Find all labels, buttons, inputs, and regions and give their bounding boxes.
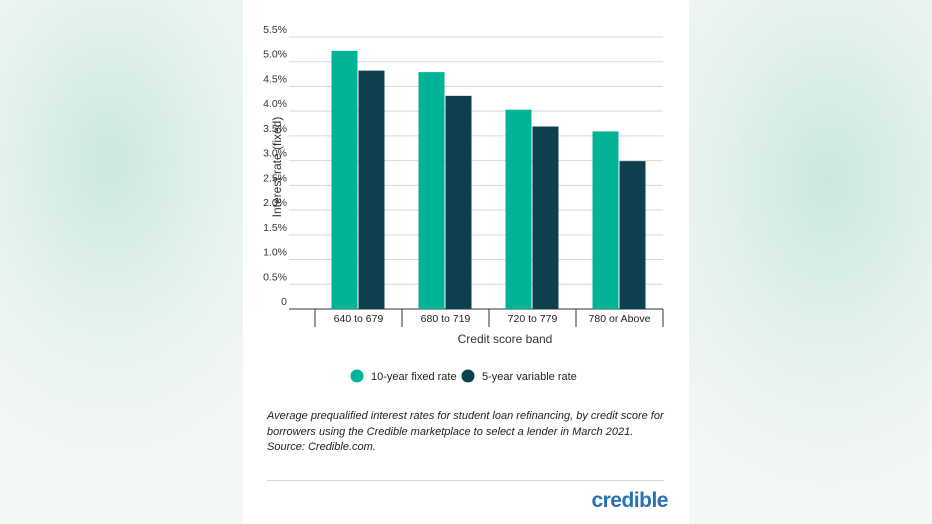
- bar-variable: [358, 70, 385, 309]
- y-tick-label: 1.5%: [263, 222, 287, 234]
- y-tick-label: 1.0%: [263, 247, 287, 259]
- legend-swatch: [461, 369, 475, 383]
- y-tick-label: 3.5%: [263, 123, 287, 135]
- y-tick-label: 0: [281, 296, 287, 308]
- bar-fixed: [331, 50, 358, 310]
- credible-logo: credible: [591, 489, 668, 512]
- x-tick-label: 780 or Above: [589, 313, 651, 325]
- y-tick-label: 3.0%: [263, 148, 287, 160]
- bar-fixed: [592, 131, 619, 309]
- y-tick-label: 4.0%: [263, 98, 287, 110]
- x-tick-label: 640 to 679: [334, 313, 384, 325]
- y-tick-label: 4.5%: [263, 73, 287, 85]
- chart-caption: Average prequalified interest rates for …: [267, 410, 664, 453]
- y-tick-label: 2.5%: [263, 172, 287, 184]
- y-tick-label: 0.5%: [263, 271, 287, 283]
- y-axis-title: Interest rate (fixed): [270, 117, 284, 218]
- legend-swatch: [350, 369, 364, 383]
- y-tick-label: 5.0%: [263, 49, 287, 61]
- legend-label: 5-year variable rate: [482, 371, 577, 383]
- divider: [267, 480, 664, 481]
- bar-chart: 0 0.5% 1.0% 1.5% 2.0% 2.5% 3.0% 3.5% 4.0% 4.5% 5.0…: [263, 24, 664, 383]
- legend-label: 10-year fixed rate: [371, 371, 457, 383]
- bar-variable: [445, 95, 472, 309]
- bar-variable: [619, 161, 646, 309]
- bar-fixed: [418, 72, 445, 309]
- x-tick-label: 680 to 719: [421, 313, 471, 325]
- x-axis-title: Credit score band: [458, 332, 553, 346]
- bar-variable: [532, 126, 559, 309]
- y-tick-label: 5.5%: [263, 24, 287, 36]
- background-left: [0, 0, 243, 524]
- x-tick-label: 720 to 779: [508, 313, 558, 325]
- y-tick-label: 2.0%: [263, 197, 287, 209]
- bar-fixed: [505, 109, 532, 309]
- chart-card: 0 0.5% 1.0% 1.5% 2.0% 2.5% 3.0% 3.5% 4.0% 4.5% 5.0…: [243, 0, 689, 524]
- background-right: [689, 0, 932, 524]
